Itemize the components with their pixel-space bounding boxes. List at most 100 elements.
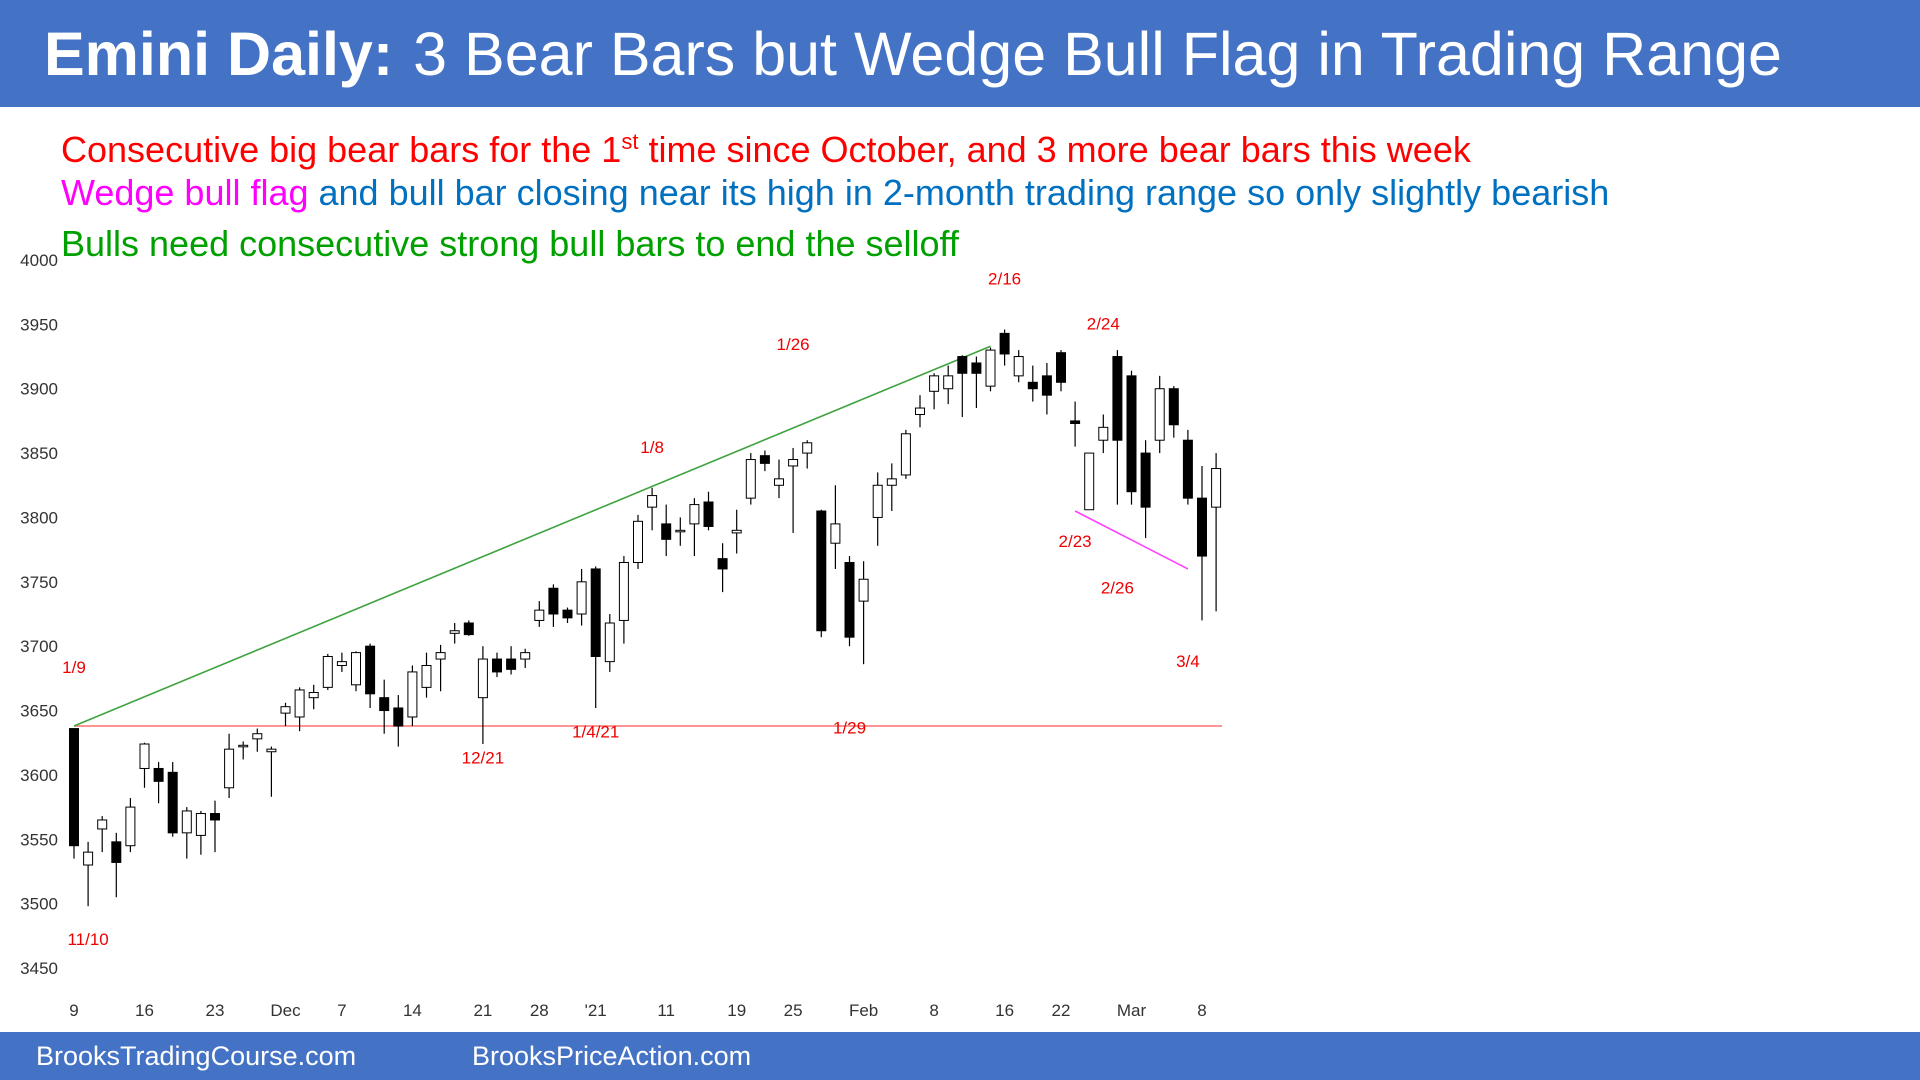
x-tick-label: 8 (1197, 1001, 1206, 1020)
x-tick-label: 23 (206, 1001, 225, 1020)
bear-candle (971, 362, 982, 374)
bear-candle (153, 767, 164, 782)
footer-right: BrooksPriceAction.com (472, 1041, 752, 1071)
footer-left: BrooksTradingCourse.com (36, 1041, 357, 1071)
wedge-line (1074, 510, 1189, 570)
bull-candle (238, 744, 249, 748)
date-annotation: 12/21 (462, 748, 505, 767)
note-1-pre: Consecutive big bear bars for the 1 (61, 129, 622, 170)
bear-candle (1112, 356, 1123, 441)
bull-candle (689, 504, 700, 525)
bull-candle (675, 529, 686, 533)
bear-candle (463, 622, 474, 636)
title-bar: Emini Daily: 3 Bear Bars but Wedge Bull … (0, 0, 1920, 107)
bull-candle (195, 813, 206, 836)
bear-candle (1126, 375, 1137, 493)
bear-candle (210, 813, 220, 821)
bear-candle (492, 658, 502, 673)
footer-bar: BrooksTradingCourse.com BrooksPriceActio… (0, 1032, 1920, 1080)
bear-candle (379, 697, 390, 712)
bull-candle (604, 622, 615, 663)
x-tick-label: 16 (135, 1001, 154, 1020)
bull-candle (618, 562, 629, 621)
bull-candle (915, 407, 925, 415)
bear-candle (759, 455, 770, 464)
y-tick-label: 3550 (20, 830, 58, 849)
date-annotation: 1/26 (777, 335, 810, 354)
x-tick-label: 9 (69, 1001, 78, 1020)
bear-candle (548, 587, 559, 615)
trend-line (73, 345, 991, 727)
date-annotation: 2/16 (988, 269, 1021, 288)
bull-candle (830, 523, 841, 544)
bull-candle (97, 819, 108, 830)
bull-candle (985, 349, 996, 387)
bear-candle (999, 332, 1010, 355)
x-tick-label: 28 (530, 1001, 549, 1020)
y-tick-label: 4000 (20, 251, 58, 270)
bear-candle (1140, 452, 1151, 508)
bull-candle (252, 733, 263, 740)
bear-candle (1168, 388, 1179, 426)
note-line-2: Wedge bull flag and bull bar closing nea… (61, 167, 1609, 218)
title-rest: 3 Bear Bars but Wedge Bull Flag in Tradi… (413, 19, 1782, 88)
x-tick-label: 7 (337, 1001, 346, 1020)
bear-candle (562, 609, 573, 619)
y-tick-label: 3950 (20, 315, 58, 334)
bull-candle (125, 806, 136, 847)
x-tick-label: 8 (929, 1001, 938, 1020)
note-2-magenta: Wedge bull flag (61, 172, 309, 213)
bull-candle (900, 433, 911, 476)
bear-candle (703, 501, 714, 527)
date-annotation: 3/4 (1176, 652, 1200, 671)
y-tick-label: 3600 (20, 766, 58, 785)
y-tick-label: 3850 (20, 444, 58, 463)
bull-candle (280, 706, 291, 714)
bull-candle (633, 520, 643, 564)
bull-candle (858, 578, 869, 602)
date-annotation: 2/24 (1087, 315, 1120, 334)
bull-candle (83, 851, 94, 866)
y-tick-label: 3750 (20, 573, 58, 592)
x-tick-label: 19 (727, 1001, 746, 1020)
x-tick-label: 25 (784, 1001, 803, 1020)
y-tick-label: 3500 (20, 895, 58, 914)
bull-candle (294, 689, 305, 718)
y-tick-label: 3650 (20, 702, 58, 721)
bull-candle (1154, 388, 1165, 441)
bull-candle (802, 442, 813, 454)
bull-candle (477, 658, 488, 699)
bear-candle (661, 523, 672, 540)
note-2-blue: and bull bar closing near its high in 2-… (308, 172, 1610, 213)
bull-candle (576, 581, 587, 615)
y-tick-label: 3800 (20, 508, 58, 527)
date-annotation: 1/29 (833, 719, 866, 738)
date-annotation: 1/8 (640, 438, 664, 457)
bull-candle (886, 478, 897, 486)
bear-candle (1056, 352, 1066, 383)
bull-candle (731, 529, 742, 534)
x-tick-label: 16 (995, 1001, 1014, 1020)
x-tick-label: 22 (1052, 1001, 1071, 1020)
bear-candle (1070, 420, 1081, 424)
bull-candle (139, 743, 150, 769)
notes: Consecutive big bear bars for the 1st ti… (61, 116, 1609, 269)
x-tick-label: Feb (849, 1001, 878, 1020)
date-annotation: 11/10 (67, 930, 108, 949)
bull-candle (943, 375, 954, 390)
date-annotation: 1/9 (62, 658, 86, 677)
bear-candle (816, 510, 827, 632)
note-1-post: time since October, and 3 more bear bars… (638, 129, 1471, 170)
x-tick-label: 11 (657, 1001, 675, 1020)
bear-candle (167, 771, 178, 834)
bull-candle (266, 748, 277, 753)
bull-candle (1013, 356, 1024, 377)
bear-candle (1197, 497, 1207, 557)
x-tick-label: Mar (1117, 1001, 1147, 1020)
note-line-3: Bulls need consecutive strong bull bars … (61, 223, 959, 264)
bull-candle (421, 664, 432, 688)
bear-candle (69, 728, 79, 847)
bear-candle (1041, 375, 1052, 396)
date-annotation: 1/4/21 (572, 723, 619, 742)
